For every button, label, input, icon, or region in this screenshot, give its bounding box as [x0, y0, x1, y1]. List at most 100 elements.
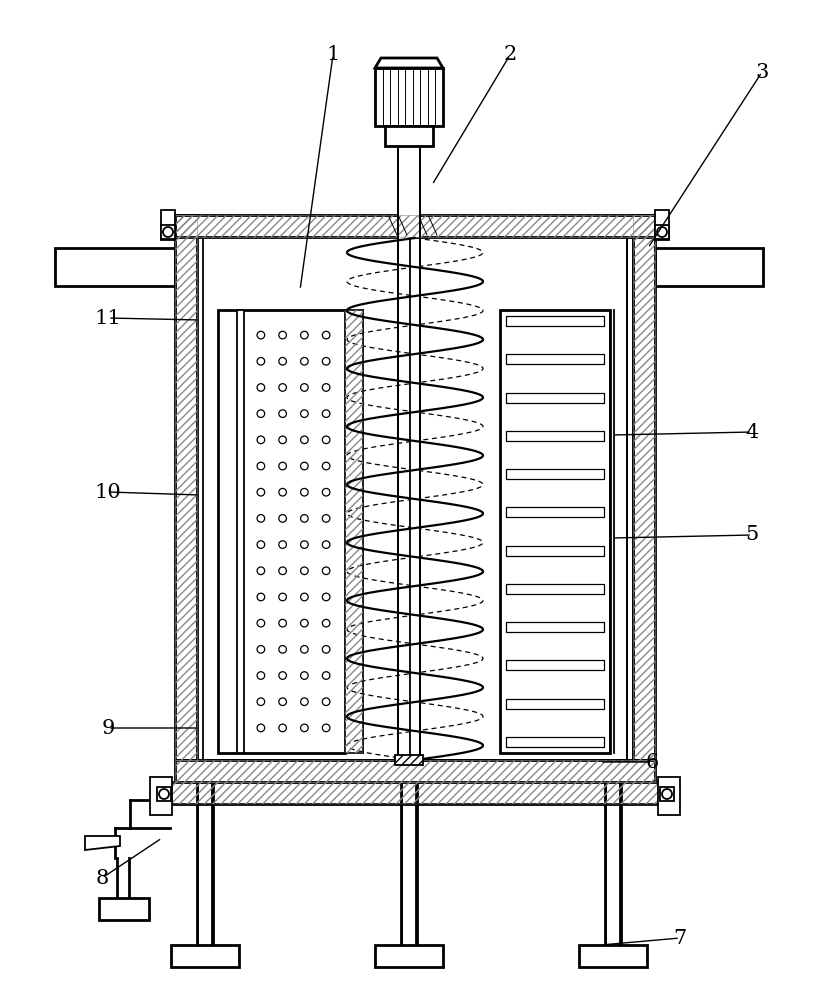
Circle shape	[279, 436, 286, 444]
Text: 2: 2	[503, 45, 517, 64]
Circle shape	[322, 462, 330, 470]
Circle shape	[257, 567, 265, 575]
Bar	[506, 546, 604, 556]
Circle shape	[257, 515, 265, 522]
Bar	[633, 215, 655, 760]
Bar	[506, 660, 604, 670]
Polygon shape	[375, 58, 443, 68]
Bar	[175, 215, 655, 237]
Circle shape	[300, 515, 308, 522]
Circle shape	[300, 567, 308, 575]
Circle shape	[279, 646, 286, 653]
Circle shape	[279, 488, 286, 496]
Bar	[153, 782, 677, 804]
Text: 4: 4	[745, 422, 758, 442]
Circle shape	[322, 567, 330, 575]
Text: 9: 9	[101, 718, 115, 738]
Bar	[395, 755, 423, 765]
Circle shape	[279, 357, 286, 365]
Text: 10: 10	[95, 483, 121, 502]
Bar	[506, 393, 604, 403]
Circle shape	[279, 619, 286, 627]
Polygon shape	[85, 836, 120, 850]
Circle shape	[322, 724, 330, 732]
Bar	[658, 777, 680, 815]
Bar	[506, 431, 604, 441]
Circle shape	[279, 410, 286, 417]
Bar	[410, 238, 420, 760]
Circle shape	[279, 698, 286, 706]
Text: 5: 5	[745, 526, 758, 544]
Bar	[633, 215, 655, 760]
Circle shape	[322, 619, 330, 627]
Bar	[157, 787, 171, 801]
Circle shape	[300, 698, 308, 706]
Circle shape	[257, 541, 265, 548]
Bar	[153, 782, 677, 804]
Circle shape	[279, 331, 286, 339]
Circle shape	[300, 357, 308, 365]
Bar	[506, 699, 604, 709]
Circle shape	[257, 619, 265, 627]
Text: 3: 3	[755, 62, 769, 82]
Bar	[500, 310, 610, 753]
Circle shape	[257, 462, 265, 470]
Circle shape	[257, 593, 265, 601]
Circle shape	[279, 724, 286, 732]
Circle shape	[300, 593, 308, 601]
Circle shape	[300, 724, 308, 732]
Circle shape	[322, 357, 330, 365]
Bar	[175, 215, 197, 760]
Bar	[375, 68, 443, 126]
Circle shape	[322, 593, 330, 601]
Bar	[161, 210, 175, 240]
Bar	[218, 310, 345, 753]
Circle shape	[279, 541, 286, 548]
Circle shape	[322, 410, 330, 417]
Bar	[345, 310, 363, 753]
Circle shape	[322, 515, 330, 522]
Circle shape	[257, 724, 265, 732]
Circle shape	[662, 789, 672, 799]
Circle shape	[257, 698, 265, 706]
Text: 8: 8	[96, 868, 109, 888]
Circle shape	[279, 515, 286, 522]
Bar	[655, 210, 669, 240]
Circle shape	[300, 331, 308, 339]
Circle shape	[322, 436, 330, 444]
Circle shape	[257, 384, 265, 391]
Bar	[506, 469, 604, 479]
Circle shape	[300, 462, 308, 470]
Circle shape	[257, 357, 265, 365]
Circle shape	[279, 384, 286, 391]
Circle shape	[300, 646, 308, 653]
Circle shape	[257, 410, 265, 417]
Text: 7: 7	[673, 928, 686, 948]
Bar	[161, 225, 175, 239]
Circle shape	[300, 436, 308, 444]
Bar	[506, 507, 604, 517]
Circle shape	[257, 331, 265, 339]
Circle shape	[322, 541, 330, 548]
Circle shape	[279, 593, 286, 601]
Bar	[655, 225, 669, 239]
Bar	[579, 945, 647, 967]
Bar	[150, 777, 172, 815]
Circle shape	[300, 410, 308, 417]
Circle shape	[300, 541, 308, 548]
Circle shape	[322, 698, 330, 706]
Bar	[655, 248, 763, 286]
Bar	[385, 126, 433, 146]
Circle shape	[322, 672, 330, 679]
Bar	[506, 622, 604, 632]
Bar	[506, 584, 604, 594]
Circle shape	[257, 646, 265, 653]
Bar	[175, 215, 655, 237]
Circle shape	[300, 672, 308, 679]
Bar	[506, 737, 604, 747]
Bar	[506, 316, 604, 326]
Text: 11: 11	[95, 308, 121, 328]
Circle shape	[300, 384, 308, 391]
Bar	[175, 760, 655, 782]
Bar	[375, 945, 443, 967]
